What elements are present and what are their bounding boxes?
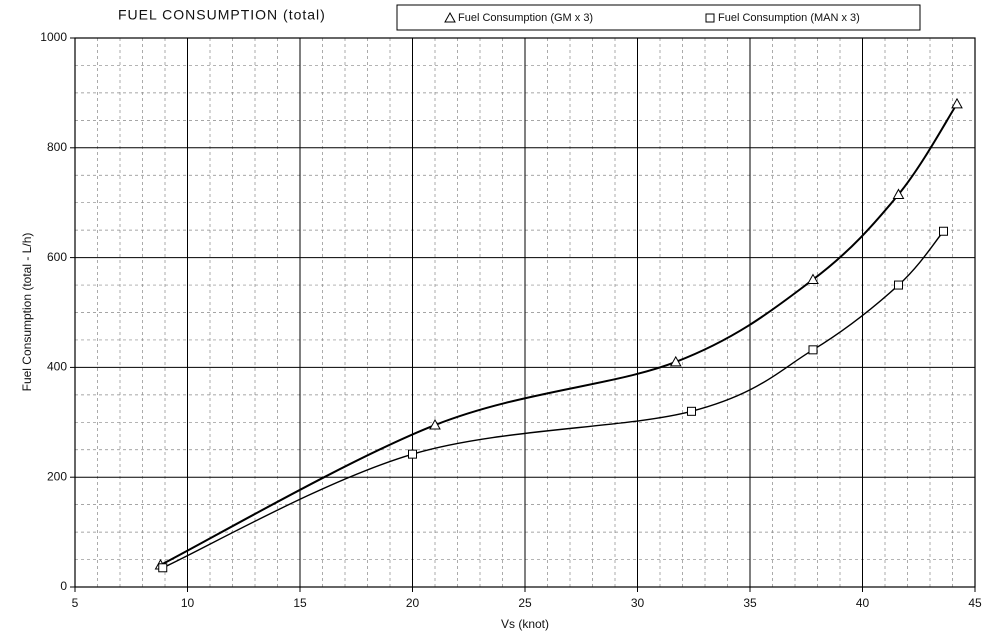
data-point (158, 563, 168, 573)
data-point (807, 273, 819, 285)
y-axis-label: Fuel Consumption (total - L/h) (20, 233, 34, 392)
data-point (892, 188, 905, 199)
data-point (939, 226, 948, 236)
x-tick-label: 15 (293, 596, 307, 610)
y-tick-label: 200 (47, 469, 67, 483)
x-axis-label: Vs (knot) (501, 617, 549, 631)
y-tick-label: 0 (60, 579, 67, 593)
plot-border (74, 37, 976, 588)
x-tick-label: 35 (743, 596, 757, 610)
x-tick-label: 5 (72, 596, 79, 610)
y-tick-label: 600 (47, 250, 67, 264)
y-tick-label: 1000 (40, 30, 67, 44)
data-point (669, 355, 682, 367)
x-tick-label: 45 (968, 596, 982, 610)
x-tick-label: 30 (631, 596, 645, 610)
legend-label: Fuel Consumption (GM x 3) (458, 12, 593, 24)
x-tick-label: 10 (181, 596, 195, 610)
y-tick-label: 400 (47, 360, 67, 374)
legend-marker (705, 13, 715, 23)
legend-marker (444, 11, 456, 23)
data-point (951, 97, 963, 109)
data-point (429, 419, 441, 430)
data-point (687, 406, 696, 416)
x-tick-label: 40 (856, 596, 870, 610)
legend-label: Fuel Consumption (MAN x 3) (718, 12, 860, 24)
data-point (808, 345, 818, 355)
data-point (894, 280, 903, 290)
x-tick-label: 20 (406, 596, 420, 610)
chart-title: FUEL CONSUMPTION (total) (118, 7, 326, 23)
legend-box (396, 4, 921, 31)
x-tick-label: 25 (518, 596, 532, 610)
data-point (408, 449, 417, 459)
y-tick-label: 800 (47, 140, 67, 154)
